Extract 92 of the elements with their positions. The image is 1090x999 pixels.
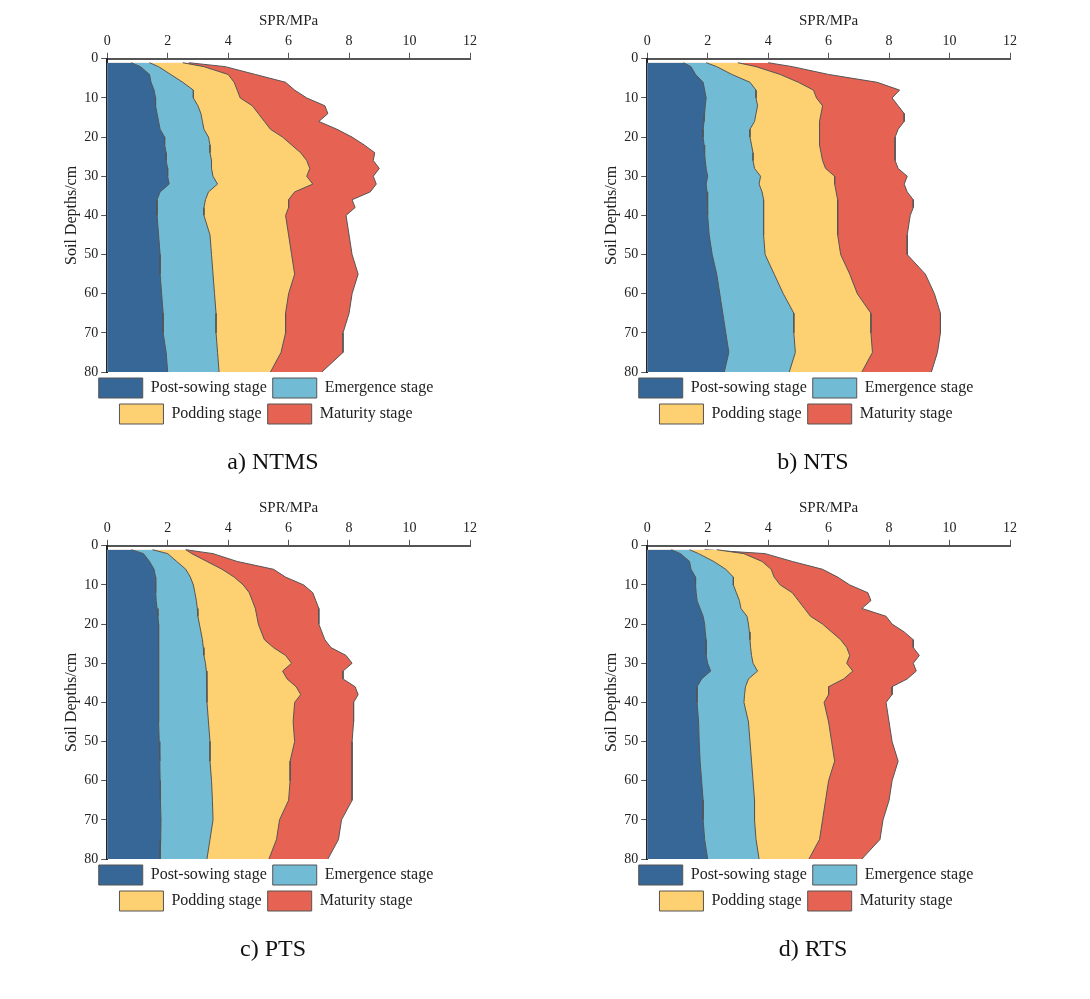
- y-tick-label: 80: [624, 850, 639, 866]
- x-tick-label: 6: [285, 520, 293, 536]
- x-axis-title: SPR/MPa: [799, 11, 859, 28]
- x-tick-label: 4: [224, 520, 232, 536]
- legend-label: Podding stage: [711, 404, 802, 423]
- y-tick-label: 20: [624, 128, 639, 144]
- x-tick-label: 8: [885, 33, 893, 49]
- x-tick-label: 12: [1003, 33, 1017, 49]
- y-tick-label: 30: [84, 167, 99, 183]
- y-tick-label: 60: [624, 285, 639, 301]
- y-axis-title: Soil Depths/cm: [61, 652, 80, 752]
- y-tick-label: 30: [624, 167, 639, 183]
- x-tick-label: 2: [164, 520, 172, 536]
- y-axis-title: Soil Depths/cm: [601, 652, 620, 752]
- y-tick-label: 70: [624, 811, 639, 827]
- x-tick-label: 4: [764, 33, 772, 49]
- legend-label: Post-sowing stage: [150, 378, 267, 397]
- y-tick-label: 30: [624, 654, 639, 670]
- x-axis-title: SPR/MPa: [259, 498, 319, 515]
- legend-label: Emergence stage: [324, 865, 434, 884]
- x-tick-label: 8: [345, 520, 353, 536]
- legend-label: Podding stage: [711, 891, 802, 910]
- x-tick-label: 10: [942, 33, 957, 49]
- y-tick-label: 10: [84, 576, 99, 592]
- legend-label: Post-sowing stage: [690, 865, 807, 884]
- legend-label: Post-sowing stage: [150, 865, 267, 884]
- x-tick-label: 12: [463, 33, 477, 49]
- y-tick-label: 40: [84, 694, 99, 710]
- legend-label: Maturity stage: [319, 404, 413, 423]
- y-tick-label: 60: [84, 285, 99, 301]
- x-tick-label: 6: [285, 33, 293, 49]
- x-axis-title: SPR/MPa: [799, 498, 859, 515]
- y-tick-label: 70: [84, 811, 99, 827]
- y-tick-label: 0: [91, 50, 99, 66]
- legend-label: Maturity stage: [859, 404, 953, 423]
- x-tick-label: 0: [643, 33, 651, 49]
- text: d) RTS: [778, 935, 848, 962]
- x-tick-label: 2: [704, 520, 712, 536]
- y-tick-label: 80: [84, 850, 99, 866]
- legend-label: Emergence stage: [864, 378, 974, 397]
- x-tick-label: 4: [224, 33, 232, 49]
- text: b) NTS: [777, 448, 849, 475]
- x-tick-label: 8: [885, 520, 893, 536]
- y-tick-label: 20: [84, 615, 99, 631]
- x-tick-label: 6: [825, 33, 833, 49]
- legend-label: Post-sowing stage: [690, 378, 807, 397]
- y-tick-label: 20: [84, 128, 99, 144]
- y-tick-label: 10: [84, 89, 99, 105]
- x-tick-label: 12: [463, 520, 477, 536]
- x-tick-label: 6: [825, 520, 833, 536]
- x-tick-label: 10: [942, 520, 957, 536]
- y-tick-label: 40: [84, 207, 99, 223]
- y-tick-label: 50: [84, 246, 99, 262]
- x-tick-label: 10: [402, 33, 417, 49]
- legend-label: Maturity stage: [859, 891, 953, 910]
- x-tick-label: 0: [643, 520, 651, 536]
- y-tick-label: 60: [84, 772, 99, 788]
- y-tick-label: 70: [624, 324, 639, 340]
- y-tick-label: 0: [631, 537, 639, 553]
- x-tick-label: 0: [103, 520, 111, 536]
- x-tick-label: 0: [103, 33, 111, 49]
- x-axis-title: SPR/MPa: [259, 11, 319, 28]
- legend-label: Emergence stage: [864, 865, 974, 884]
- y-tick-label: 0: [631, 50, 639, 66]
- y-tick-label: 20: [624, 615, 639, 631]
- y-tick-label: 70: [84, 324, 99, 340]
- y-tick-label: 50: [624, 246, 639, 262]
- y-tick-label: 50: [624, 733, 639, 749]
- text: c) PTS: [240, 935, 306, 962]
- y-tick-label: 0: [91, 537, 99, 553]
- y-axis-title: Soil Depths/cm: [601, 165, 620, 265]
- y-tick-label: 80: [624, 363, 639, 379]
- legend-label: Podding stage: [171, 891, 262, 910]
- x-tick-label: 2: [164, 33, 172, 49]
- y-tick-label: 60: [624, 772, 639, 788]
- x-tick-label: 4: [764, 520, 772, 536]
- text: a) NTMS: [227, 448, 319, 475]
- y-axis-title: Soil Depths/cm: [61, 165, 80, 265]
- legend-label: Podding stage: [171, 404, 262, 423]
- y-tick-label: 50: [84, 733, 99, 749]
- x-tick-label: 10: [402, 520, 417, 536]
- y-tick-label: 80: [84, 363, 99, 379]
- legend-label: Maturity stage: [319, 891, 413, 910]
- x-tick-label: 8: [345, 33, 353, 49]
- x-tick-label: 2: [704, 33, 712, 49]
- y-tick-label: 40: [624, 207, 639, 223]
- y-tick-label: 40: [624, 694, 639, 710]
- legend-label: Emergence stage: [324, 378, 434, 397]
- x-tick-label: 12: [1003, 520, 1017, 536]
- y-tick-label: 10: [624, 89, 639, 105]
- y-tick-label: 30: [84, 654, 99, 670]
- y-tick-label: 10: [624, 576, 639, 592]
